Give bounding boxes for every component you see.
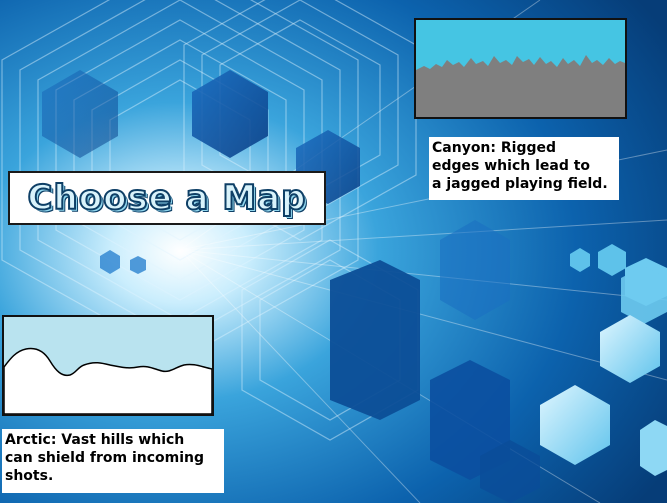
screen-title: Choose a Map [27,177,307,219]
title-banner: Choose a Map [8,171,326,225]
rolling-hills-icon [4,317,212,414]
map-description-arctic: Arctic: Vast hills which can shield from… [2,429,224,493]
jagged-terrain-icon [416,20,625,117]
map-description-canyon: Canyon: Rigged edges which lead to a jag… [429,137,619,200]
map-option-arctic[interactable] [2,315,214,416]
map-option-canyon[interactable] [414,18,627,119]
